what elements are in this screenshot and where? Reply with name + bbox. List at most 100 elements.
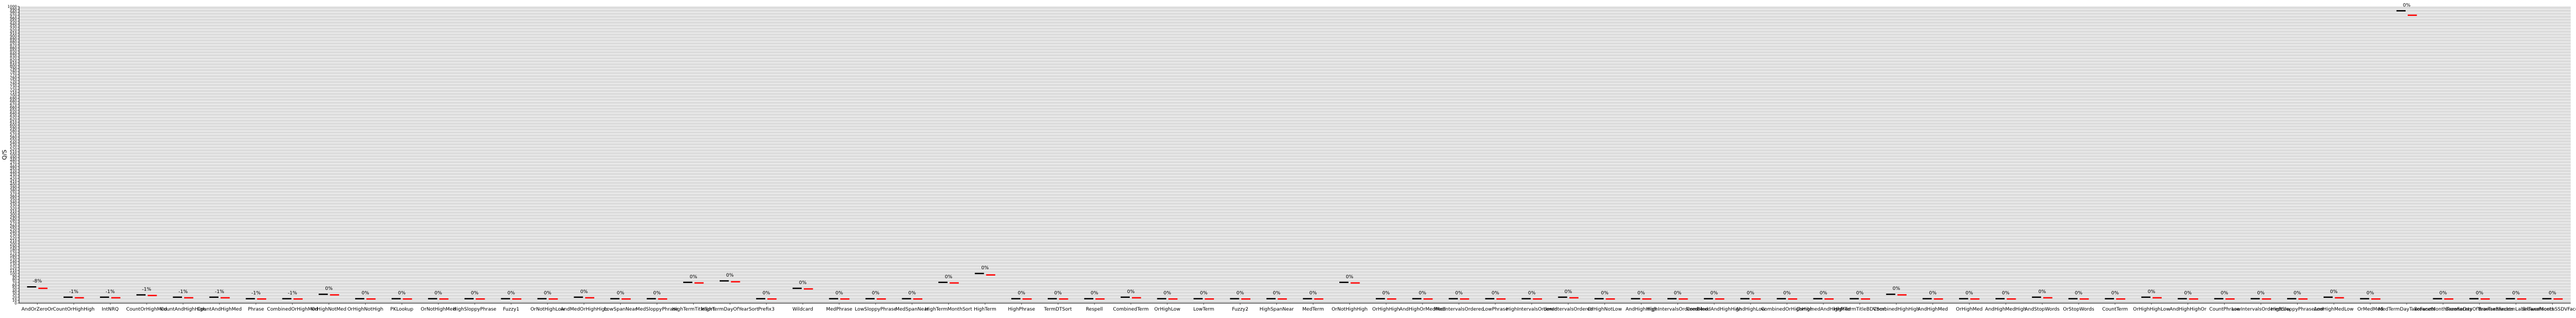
y-tick-label: 90 xyxy=(12,275,17,279)
y-tick-label: 970 xyxy=(10,13,17,17)
data-label: 0% xyxy=(1601,291,1609,296)
x-tick-label: OrStopWords xyxy=(2063,307,2094,312)
x-tick-label: LowTerm xyxy=(1193,307,1214,312)
x-tick-label: LowSloppyPhrase xyxy=(855,307,896,312)
x-tick-label: IntNRQ xyxy=(102,307,119,312)
y-tick-label: 40 xyxy=(12,289,17,294)
y-tick-label: 380 xyxy=(10,189,17,193)
y-tick-label: 990 xyxy=(10,7,17,12)
x-tick-label: CountAndHighMed xyxy=(197,307,242,312)
y-tick-label: 220 xyxy=(10,236,17,240)
x-tick-label: HighSloppyPhrase xyxy=(453,307,496,312)
y-tick-label: 480 xyxy=(10,159,17,163)
data-label: 0% xyxy=(1164,291,1172,296)
y-tick-label: 310 xyxy=(10,209,17,214)
x-tick-label: CountTerm xyxy=(2102,307,2128,312)
y-tick-label: 870 xyxy=(10,43,17,47)
y-tick-label: 540 xyxy=(10,141,17,145)
y-tick-label: 500 xyxy=(10,153,17,157)
x-tick-label: OrHighLow xyxy=(1154,307,1180,312)
y-tick-label: 320 xyxy=(10,206,17,210)
data-label: 0% xyxy=(1273,291,1281,296)
data-label: 0% xyxy=(1018,291,1026,296)
x-tick-label: AndStopWords xyxy=(2025,307,2060,312)
x-tick-label: LowIntervalsOrdered xyxy=(1544,307,1593,312)
x-tick-label: CountPhrase xyxy=(2209,307,2240,312)
data-label: 0% xyxy=(2293,291,2301,296)
x-tick-label: CombinedHighHigh xyxy=(1873,307,1919,312)
y-tick-label: 810 xyxy=(10,61,17,65)
y-tick-label: 230 xyxy=(10,233,17,237)
data-label: 0% xyxy=(1674,291,1682,296)
x-tick-label: OrHighHigh xyxy=(1372,307,1400,312)
y-tick-label: 170 xyxy=(10,251,17,255)
data-label: -1% xyxy=(142,287,151,292)
data-label: 0% xyxy=(2148,289,2156,295)
y-tick-label: 100 xyxy=(10,272,17,276)
x-tick-label: HighSloppyPhraseLow xyxy=(2271,307,2324,312)
x-tick-label: AndOrZeroOr xyxy=(22,307,53,312)
y-tick-label: 900 xyxy=(10,34,17,39)
y-tick-label: 420 xyxy=(10,176,17,181)
x-tick-label: MedSloppyPhrase xyxy=(636,307,678,312)
y-tick-label: 250 xyxy=(10,227,17,232)
y-tick-label: 370 xyxy=(10,191,17,196)
x-tick-label: Fuzzy1 xyxy=(503,307,520,312)
x-tick-label: OrHighNotMed xyxy=(311,307,346,312)
data-label: 0% xyxy=(2403,3,2411,8)
x-tick-label: BrowseMonthSSDVFacets xyxy=(2523,307,2576,312)
data-label: 0% xyxy=(726,273,734,278)
x-tick-label: OrNotHighLow xyxy=(530,307,565,312)
y-axis: 0102030405060708090100110120130140150160… xyxy=(7,5,20,306)
data-label: -1% xyxy=(69,289,79,295)
y-tick-label: 200 xyxy=(10,242,17,246)
y-tick-label: 10 xyxy=(12,298,17,303)
x-tick-label: OrHighHighLow xyxy=(2133,307,2170,312)
data-label: 0% xyxy=(2330,289,2338,295)
y-tick-label: 60 xyxy=(12,284,17,288)
y-tick-label: 270 xyxy=(10,221,17,225)
data-label: 0% xyxy=(799,280,807,286)
x-tick-label: AndHighHighOr xyxy=(2170,307,2207,312)
data-label: 0% xyxy=(1309,291,1317,296)
y-tick-label: 920 xyxy=(10,28,17,32)
y-tick-label: 930 xyxy=(10,25,17,30)
y-tick-label: 210 xyxy=(10,239,17,243)
y-tick-label: 400 xyxy=(10,183,17,187)
data-label: -1% xyxy=(288,291,297,296)
data-label: 0% xyxy=(2075,291,2083,296)
data-label: 0% xyxy=(1710,291,1718,296)
y-tick-label: 390 xyxy=(10,186,17,190)
x-tick-label: AndHighMed xyxy=(1918,307,1948,312)
x-tick-label: LowSpanNear xyxy=(604,307,637,312)
data-label: 0% xyxy=(398,291,406,296)
x-tick-label: HighTerm xyxy=(974,307,996,312)
y-tick-label: 860 xyxy=(10,46,17,50)
data-label: 0% xyxy=(836,291,843,296)
y-tick-label: 20 xyxy=(12,295,17,299)
y-tick-label: 360 xyxy=(10,195,17,199)
y-tick-label: 590 xyxy=(10,126,17,130)
data-label: 0% xyxy=(653,291,661,296)
y-tick-label: 720 xyxy=(10,87,17,92)
data-label: 0% xyxy=(2512,291,2520,296)
data-label: 0% xyxy=(2038,289,2046,295)
x-tick-label: Fuzzy2 xyxy=(1232,307,1248,312)
y-tick-label: 850 xyxy=(10,49,17,54)
y-tick-label: 260 xyxy=(10,224,17,228)
x-tick-label: TermDTSort xyxy=(1044,307,1072,312)
x-tick-label: LowPhrase xyxy=(1483,307,1509,312)
data-label: 0% xyxy=(2439,291,2447,296)
y-tick-label: 330 xyxy=(10,204,17,208)
x-tick-label: CombinedAndHighHigh xyxy=(1686,307,1742,312)
y-tick-label: 630 xyxy=(10,114,17,119)
y-tick-label: 910 xyxy=(10,31,17,36)
data-label: 0% xyxy=(1965,291,1973,296)
y-axis-label: Q/S xyxy=(1,149,8,160)
data-label: 0% xyxy=(1237,291,1245,296)
x-tick-label: Phrase xyxy=(248,307,264,312)
grid-lines xyxy=(19,6,2571,304)
y-tick-label: 50 xyxy=(12,287,17,291)
y-tick-label: 570 xyxy=(10,132,17,136)
data-label: 0% xyxy=(580,289,588,295)
